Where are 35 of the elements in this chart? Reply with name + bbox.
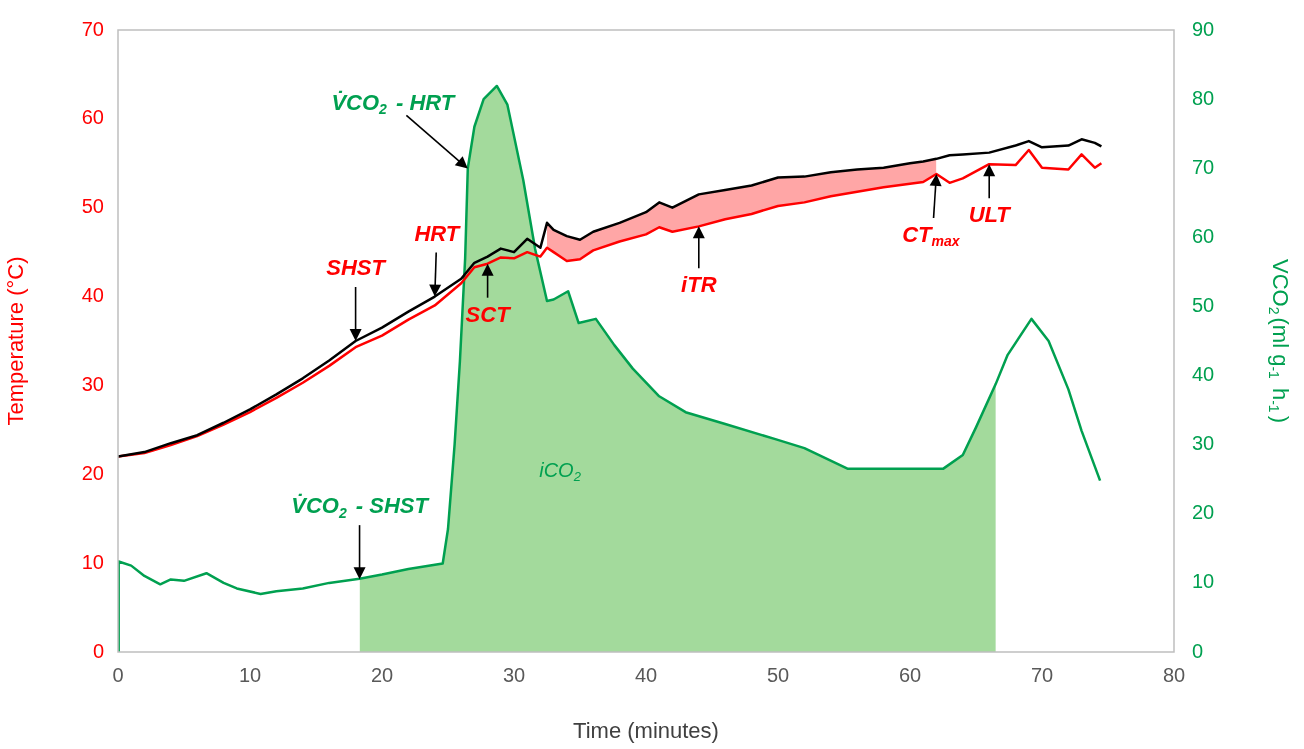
x-tick-label: 50 [766, 663, 790, 686]
y-tick-label: 30 [81, 372, 104, 395]
y2-tick-label: 0 [1192, 639, 1204, 662]
x-tick-label: 70 [1030, 663, 1054, 686]
y2-axis-title: VCO2(ml g-1 h-1) [1265, 259, 1293, 423]
x-tick-label: 40 [634, 663, 658, 686]
y-tick-label: 70 [81, 17, 104, 40]
y-tick-label: 10 [81, 550, 104, 573]
x-tick-label: 20 [370, 663, 394, 686]
annotation: SHST [326, 255, 387, 281]
y2-tick-label: 90 [1192, 17, 1215, 40]
annotation: HRT [414, 220, 461, 246]
y-tick-label: 60 [81, 106, 104, 129]
y2-tick-label: 50 [1192, 293, 1215, 316]
x-axis-title: Time (minutes) [573, 717, 719, 743]
annotation: iTR [681, 272, 717, 298]
x-tick-label: 10 [238, 663, 262, 686]
y-tick-label: 40 [81, 284, 104, 307]
x-tick-label: 80 [1162, 663, 1186, 686]
y-tick-label: 20 [81, 461, 104, 484]
y-axis-title: Temperature (°C) [3, 256, 29, 426]
x-tick-label: 0 [112, 663, 124, 686]
y2-tick-label: 70 [1192, 155, 1215, 178]
y2-tick-label: 20 [1192, 501, 1215, 524]
y2-tick-label: 10 [1192, 570, 1215, 593]
y2-tick-label: 80 [1192, 86, 1215, 109]
annotation: SCT [465, 301, 512, 327]
y2-tick-label: 30 [1192, 432, 1215, 455]
x-tick-label: 30 [502, 663, 526, 686]
annotation: ULT [968, 202, 1012, 228]
y2-tick-label: 60 [1192, 224, 1215, 247]
y-tick-label: 0 [92, 639, 104, 662]
x-tick-label: 60 [898, 663, 922, 686]
y-tick-label: 50 [81, 195, 104, 218]
y2-tick-label: 40 [1192, 363, 1215, 386]
